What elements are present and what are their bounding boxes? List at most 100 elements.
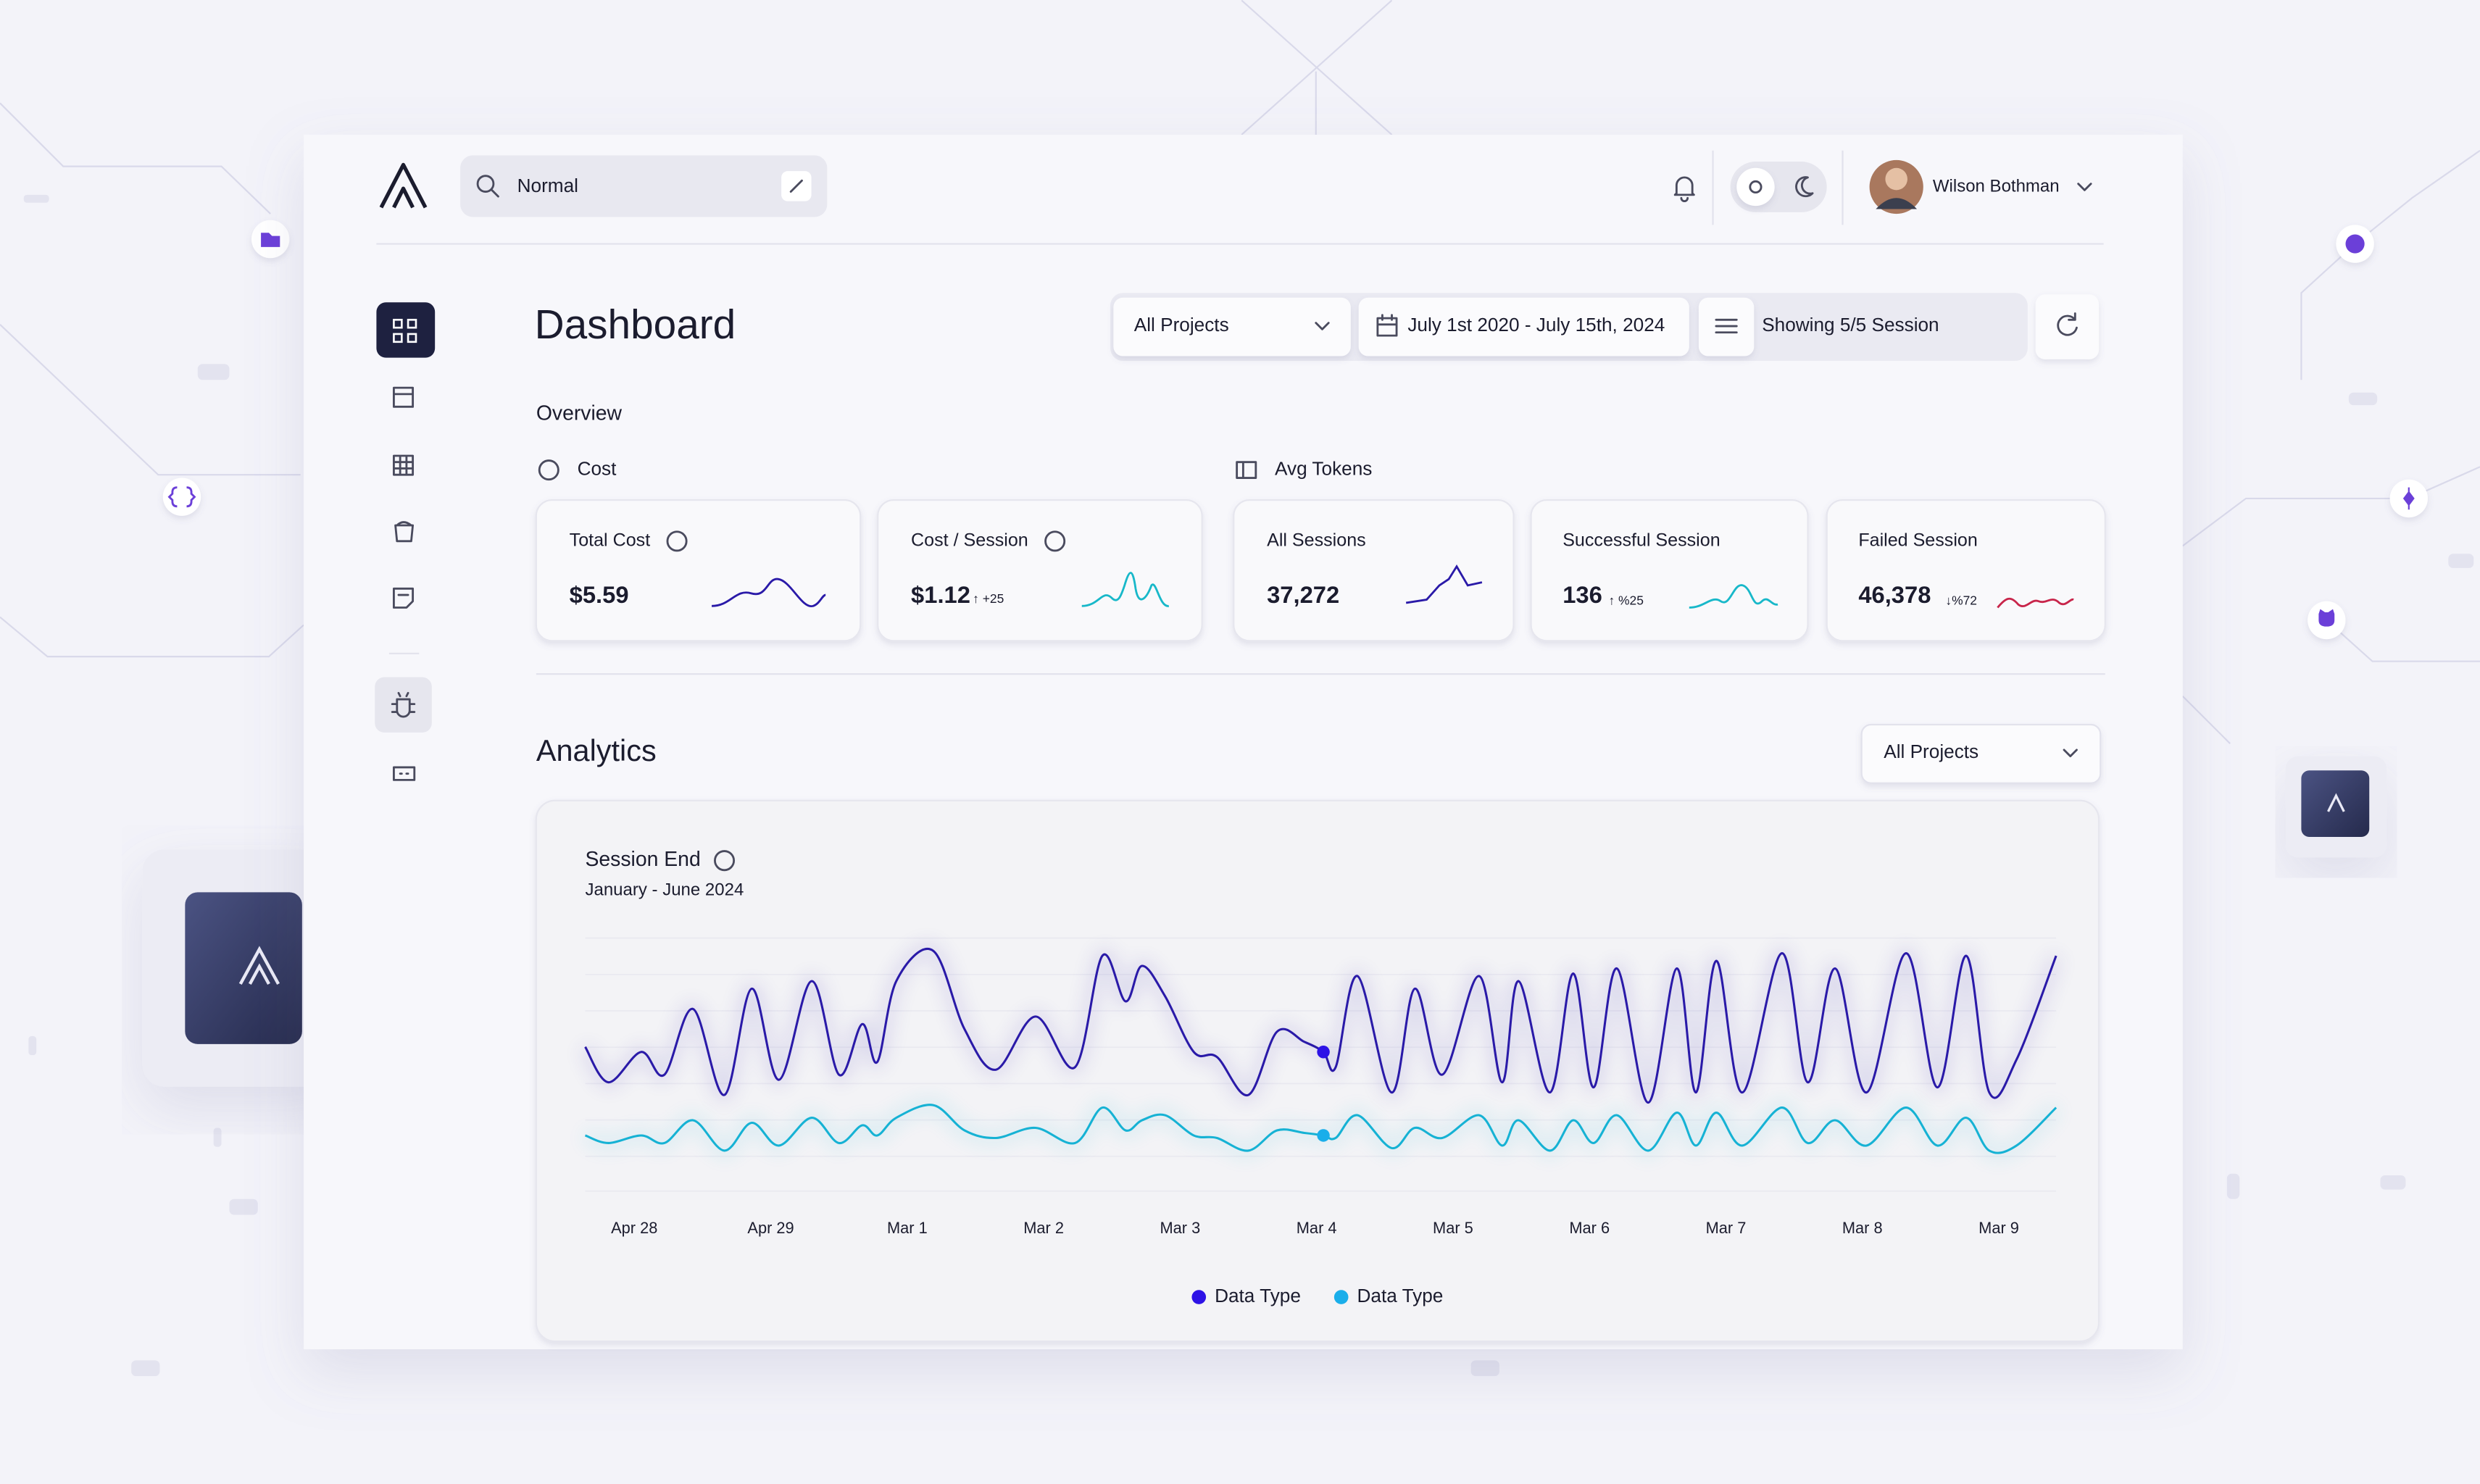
dash <box>229 1199 258 1215</box>
dash <box>197 364 230 380</box>
sparkline <box>1997 597 2074 609</box>
circuit-line <box>2300 149 2480 380</box>
x-tick-label: Apr 29 <box>747 1219 794 1237</box>
group-label: Avg Tokens <box>1275 458 1372 480</box>
dash <box>213 1127 222 1147</box>
overview-title: Overview <box>536 402 623 425</box>
sparkline <box>1689 584 1778 609</box>
circuit-line <box>2326 620 2480 662</box>
search-text: Normal <box>517 175 578 196</box>
dropdown-chevron <box>2063 749 2078 758</box>
cost-icon <box>538 459 559 481</box>
x-tick-label: Mar 9 <box>1978 1219 2019 1237</box>
moon-icon <box>1795 176 1814 198</box>
x-tick-label: Mar 1 <box>887 1219 928 1237</box>
user-menu-chevron[interactable] <box>2077 183 2092 191</box>
stat-value: 136 <box>1563 581 1602 608</box>
analytics-dropdown[interactable] <box>1860 723 2102 784</box>
analytics-title: Analytics <box>536 733 657 767</box>
circuit-line <box>0 616 304 658</box>
dash <box>23 194 49 203</box>
stat-value: $5.59 <box>570 581 629 608</box>
hover-point <box>1317 1129 1330 1142</box>
right-chip-card <box>2285 756 2387 858</box>
nav-debug[interactable] <box>375 677 432 733</box>
dash <box>2448 554 2474 568</box>
group-label: Cost <box>578 458 617 480</box>
braces-icon <box>167 486 196 508</box>
stat-cards: Total Cost $5.59 Cost / Session $1.12 ↑ … <box>535 499 2106 642</box>
nav-icon <box>393 318 417 343</box>
toggle-knob <box>1736 167 1775 207</box>
dash <box>2380 1175 2406 1190</box>
chart-title: Session End <box>585 848 700 871</box>
dash <box>1470 1360 1499 1377</box>
nav-discord[interactable] <box>392 766 416 781</box>
stat-card <box>1530 499 1809 642</box>
dash <box>28 1035 37 1056</box>
series-line <box>584 1104 2057 1154</box>
stat-value: 37,272 <box>1267 581 1339 608</box>
dash <box>2348 392 2378 406</box>
stat-delta: ↑ %25 <box>1608 593 1643 607</box>
x-tick-label: Mar 4 <box>1297 1219 1337 1237</box>
chip <box>185 892 302 1044</box>
user-name[interactable]: Wilson Bothman <box>1933 176 2060 196</box>
dropdown-chevron <box>1315 322 1330 330</box>
nav-storage[interactable] <box>394 521 415 543</box>
chip-logo <box>238 946 280 985</box>
chip <box>2301 770 2370 837</box>
stat-label: Total Cost <box>570 530 651 550</box>
stat-value: $1.12 <box>911 581 970 608</box>
filter-icon <box>1715 318 1738 334</box>
stat-delta: ↓%72 <box>1945 593 1977 607</box>
search-box[interactable] <box>460 155 828 217</box>
nav-sessions[interactable] <box>392 386 415 408</box>
dash <box>131 1360 160 1377</box>
shortcut-icon <box>789 179 803 193</box>
stat-label: Cost / Session <box>911 530 1028 550</box>
circuit-line <box>0 324 301 476</box>
legend-label[interactable]: Data Type <box>1357 1285 1443 1306</box>
legend-swatch[interactable] <box>1333 1290 1349 1304</box>
legend-swatch[interactable] <box>1191 1290 1207 1304</box>
folder-icon <box>261 233 280 247</box>
help-icon[interactable] <box>1044 530 1066 552</box>
hover-point <box>1317 1046 1330 1059</box>
stat-label: Successful Session <box>1563 530 1720 550</box>
help-icon[interactable] <box>714 850 736 872</box>
bell-icon[interactable] <box>1673 176 1695 203</box>
icon-bubble <box>162 478 201 516</box>
analytics-dropdown-text: All Projects <box>1884 741 1978 762</box>
sparkline <box>1405 564 1483 604</box>
nav-notes[interactable] <box>392 587 415 609</box>
left-chip-card <box>142 849 349 1087</box>
dash <box>2226 1173 2240 1199</box>
sessions-text: Showing 5/5 Session <box>1762 314 1939 335</box>
sun-icon <box>1749 180 1763 194</box>
nav-table[interactable] <box>392 454 415 476</box>
legend-label[interactable]: Data Type <box>1215 1285 1301 1306</box>
refresh-button[interactable] <box>2035 294 2100 359</box>
refresh-icon <box>2057 312 2078 336</box>
circuit-line <box>2182 466 2480 547</box>
circuit-line <box>0 102 271 214</box>
date-range-text: July 1st 2020 - July 15th, 2024 <box>1407 314 1665 335</box>
help-icon[interactable] <box>666 530 688 552</box>
stat-card <box>877 499 1203 642</box>
stat-card <box>535 499 862 642</box>
date-picker[interactable] <box>1358 297 1689 357</box>
series-line <box>584 948 2057 1104</box>
project-dropdown[interactable] <box>1113 297 1351 357</box>
sparkline <box>712 578 826 607</box>
stat-label: Failed Session <box>1858 530 1978 550</box>
plot: Apr 28 Apr 29 Mar 1 Mar 2 Mar 3 Mar 4 Mar 5 Mar… <box>579 943 2063 1306</box>
nav-dashboard[interactable] <box>376 302 436 358</box>
floating-icons <box>162 220 2428 640</box>
x-tick-label: Mar 5 <box>1433 1219 1473 1237</box>
stat-card <box>1233 499 1515 642</box>
circuit-line <box>2181 695 2231 744</box>
stat-delta: ↑ +25 <box>973 591 1004 606</box>
